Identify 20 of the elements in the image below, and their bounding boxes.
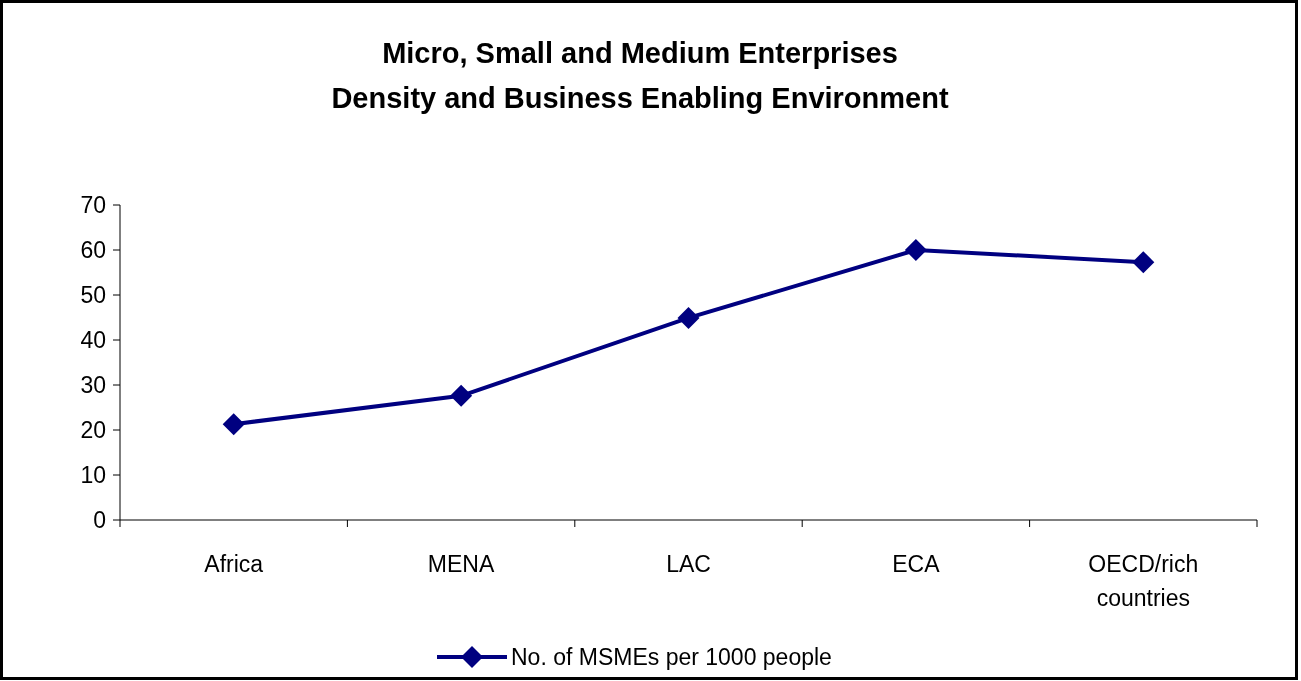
point bbox=[904, 239, 927, 261]
y-tick-label: 60 bbox=[80, 237, 106, 264]
x-tick-label: LAC bbox=[666, 551, 711, 577]
point bbox=[222, 413, 245, 436]
y-tick-label: 40 bbox=[80, 327, 106, 354]
y-tick-label: 50 bbox=[80, 282, 106, 309]
legend-label: No. of MSMEs per 1000 people bbox=[511, 644, 832, 671]
x-tick-label: Africa bbox=[204, 551, 264, 577]
y-tick-label: 70 bbox=[80, 192, 106, 219]
y-tick-label: 30 bbox=[80, 372, 106, 399]
point bbox=[1132, 251, 1155, 274]
x-tick-label: MENA bbox=[427, 551, 495, 577]
chart-title: Micro, Small and Medium Enterprises Density and Business Enabling Environment bbox=[331, 37, 949, 114]
y-tick-label: 0 bbox=[93, 507, 106, 534]
x-tick-label: ECA bbox=[892, 551, 941, 577]
point bbox=[677, 306, 700, 329]
point bbox=[450, 384, 473, 407]
y-tick-label: 20 bbox=[80, 417, 106, 444]
y-tick-label: 10 bbox=[80, 462, 106, 489]
x-tick-label: OECD/rich countries bbox=[1088, 551, 1199, 611]
